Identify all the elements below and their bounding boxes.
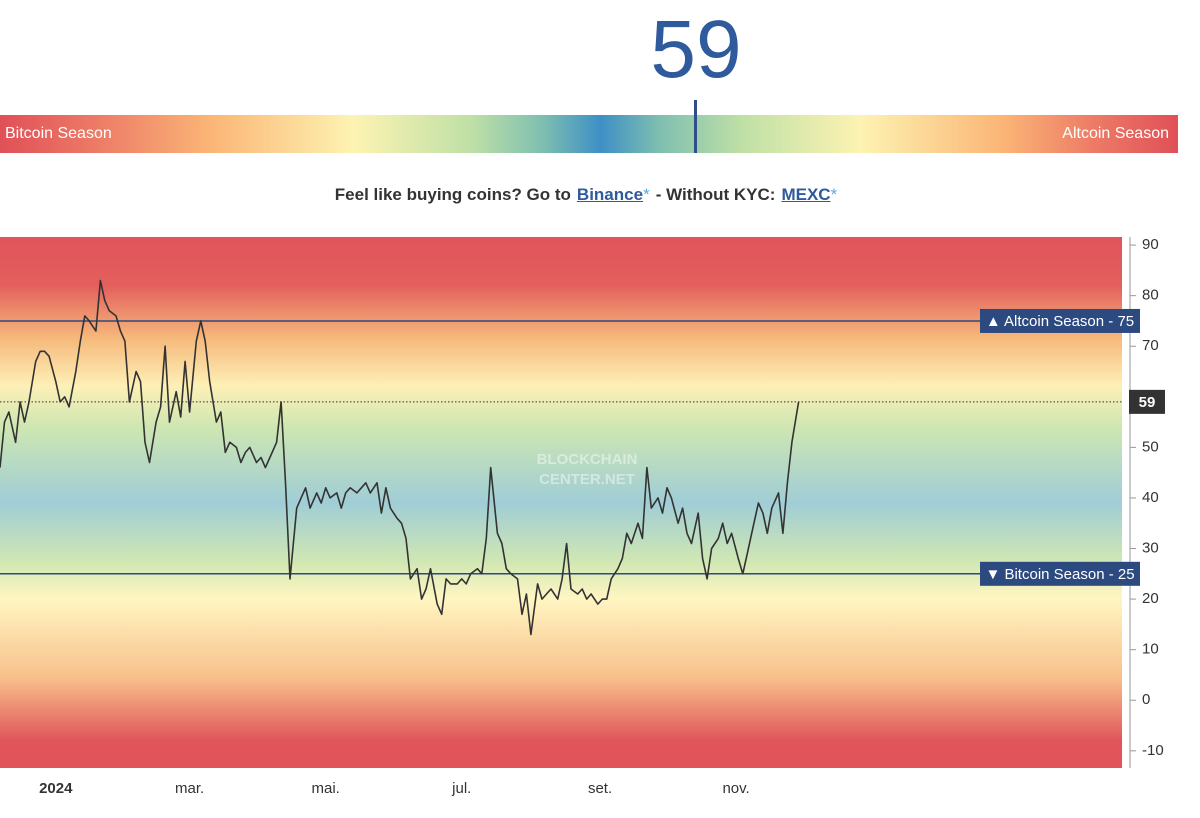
x-tick-label: set. [588, 780, 612, 797]
binance-link[interactable]: Binance [576, 185, 644, 204]
y-tick-label: 0 [1142, 691, 1150, 708]
x-tick-label: mai. [311, 780, 339, 797]
y-tick-label: 80 [1142, 287, 1159, 304]
threshold-box [980, 308, 1140, 333]
season-gauge: Bitcoin Season Altcoin Season [0, 115, 1178, 153]
gauge-left-label: Bitcoin Season [5, 125, 112, 142]
y-tick-label: 70 [1142, 337, 1159, 354]
x-tick-label: mar. [175, 780, 204, 797]
y-tick-label: 20 [1142, 590, 1159, 607]
asterisk: * [830, 185, 838, 204]
asterisk: * [643, 185, 650, 204]
promo-line: Feel like buying coins? Go to Binance* - W… [0, 185, 1178, 205]
current-box [1129, 389, 1165, 414]
mexc-link[interactable]: MEXC [781, 185, 831, 204]
threshold-box [980, 561, 1140, 586]
watermark: CENTER.NET [539, 471, 635, 488]
gauge-right-label: Altcoin Season [1062, 125, 1169, 142]
index-line [0, 279, 800, 636]
y-tick-label: 50 [1142, 438, 1159, 455]
y-tick-label: 30 [1142, 539, 1159, 556]
x-tick-label: jul. [451, 780, 471, 797]
threshold-label: ▼ Bitcoin Season - 25 [985, 566, 1134, 583]
index-value: 59 [650, 4, 742, 95]
y-tick-label: 10 [1142, 641, 1159, 658]
gauge-marker [693, 100, 697, 153]
y-tick-label: -10 [1142, 742, 1164, 759]
x-tick-label: nov. [722, 780, 749, 797]
current-label: 59 [1139, 394, 1156, 411]
y-tick-label: 40 [1142, 489, 1159, 506]
y-tick-label: 90 [1142, 236, 1159, 253]
watermark: BLOCKCHAIN [537, 451, 638, 468]
x-tick-label: 2024 [39, 780, 73, 797]
threshold-label: ▲ Altcoin Season - 75 [986, 313, 1134, 330]
plot-background [0, 237, 1122, 768]
header: 59 Bitcoin Season Altcoin Season Feel li… [0, 0, 1200, 236]
promo-text: Feel like buying coins? Go to [334, 185, 571, 204]
promo-text: - Without KYC: [655, 185, 776, 204]
